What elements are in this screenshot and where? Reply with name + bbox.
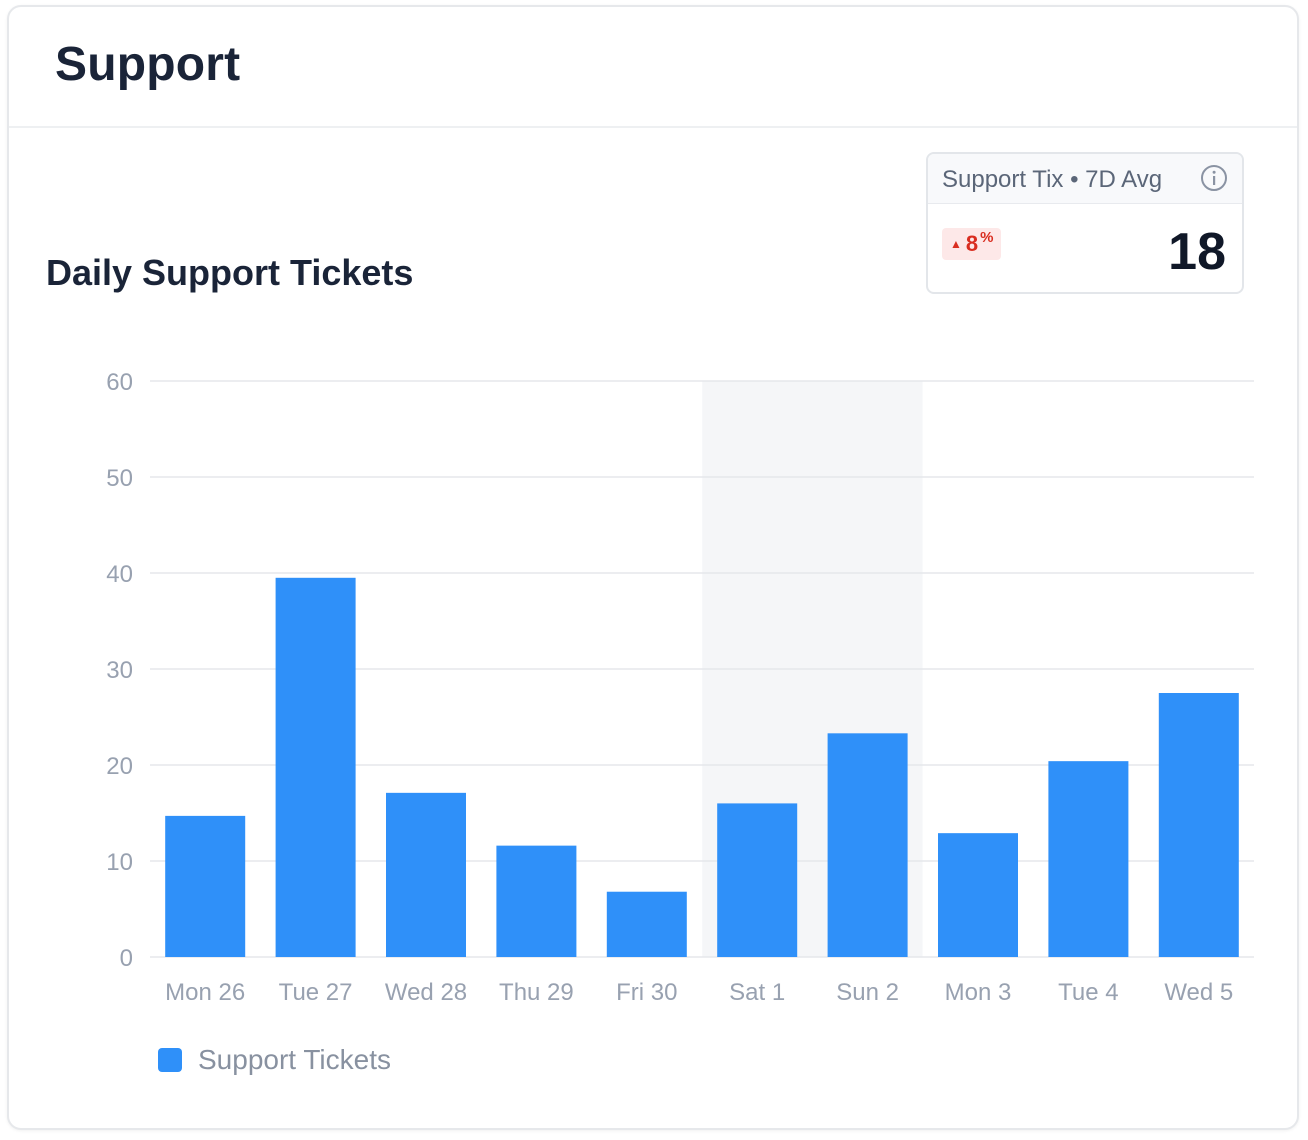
x-tick-label: Wed 28 xyxy=(385,979,467,1006)
y-tick-label: 20 xyxy=(106,753,133,780)
y-tick-label: 30 xyxy=(106,657,133,684)
x-tick-label: Thu 29 xyxy=(499,979,574,1006)
y-tick-label: 50 xyxy=(106,465,133,492)
trend-up-icon: ▲ xyxy=(950,237,962,251)
bar-wed-28 xyxy=(386,792,466,957)
kpi-label: Support Tix • 7D Avg xyxy=(942,166,1163,193)
bar-thu-29 xyxy=(496,845,577,957)
y-tick-label: 40 xyxy=(106,561,133,588)
kpi-value: 18 xyxy=(1168,223,1226,281)
bar-fri-30 xyxy=(606,891,687,957)
chart-legend: Support Tickets xyxy=(158,1044,391,1076)
x-tick-label: Sat 1 xyxy=(729,979,785,1006)
x-tick-label: Wed 5 xyxy=(1164,979,1233,1006)
kpi-header: Support Tix • 7D Avg xyxy=(928,154,1242,204)
bar-mon-3 xyxy=(938,833,1018,957)
card-header: Support xyxy=(9,7,1297,128)
legend-label: Support Tickets xyxy=(198,1044,391,1075)
kpi-change-value: 8 xyxy=(965,231,979,256)
chart-title: Daily Support Tickets xyxy=(46,252,414,293)
bar-tue-27 xyxy=(275,577,356,957)
y-tick-label: 0 xyxy=(120,945,133,972)
x-tick-label: Mon 3 xyxy=(945,979,1012,1006)
x-tick-label: Sun 2 xyxy=(836,979,899,1006)
card-title: Support xyxy=(55,38,241,91)
info-icon[interactable] xyxy=(1200,164,1228,192)
bar-wed-5 xyxy=(1158,693,1239,957)
x-tick-label: Tue 4 xyxy=(1058,979,1118,1006)
x-tick-label: Tue 27 xyxy=(279,979,353,1006)
kpi-change-badge: ▲ 8 % xyxy=(942,228,1002,260)
legend-swatch xyxy=(158,1048,182,1072)
x-tick-label: Mon 26 xyxy=(165,979,245,1006)
y-tick-label: 60 xyxy=(106,369,133,396)
kpi-card: Support Tix • 7D Avg ▲ 8 % 18 xyxy=(926,152,1244,294)
y-tick-label: 10 xyxy=(106,849,133,876)
bar-mon-26 xyxy=(165,815,246,957)
kpi-change-unit: % xyxy=(980,229,994,246)
bar-tue-4 xyxy=(1048,761,1129,957)
x-tick-label: Fri 30 xyxy=(616,979,677,1006)
bar-sun-2 xyxy=(827,733,908,957)
bar-sat-1 xyxy=(717,803,798,957)
